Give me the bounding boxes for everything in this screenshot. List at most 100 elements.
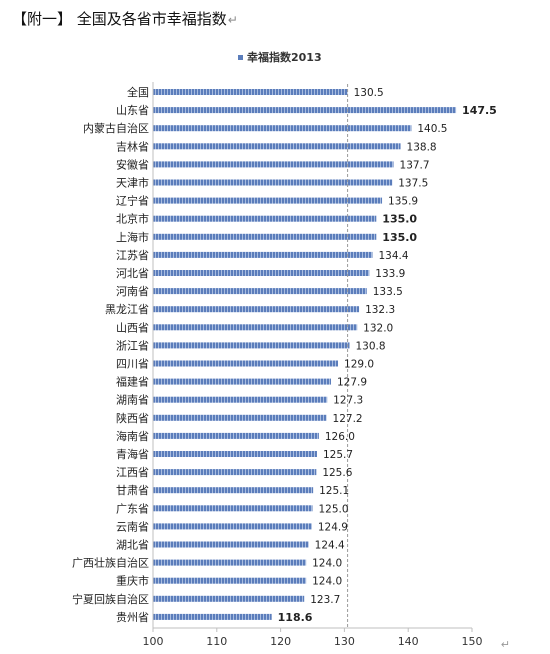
bar (153, 451, 317, 457)
value-label: 138.8 (407, 141, 437, 153)
category-label: 天津市 (116, 176, 149, 190)
bar (153, 107, 457, 114)
bar (153, 360, 339, 367)
bar (153, 487, 314, 494)
category-label: 重庆市 (116, 574, 149, 588)
value-label: 132.3 (365, 304, 395, 316)
value-label: 135.0 (382, 213, 417, 226)
x-tick-label: 120 (270, 635, 291, 648)
bar (153, 179, 393, 186)
category-label: 福建省 (116, 375, 149, 389)
category-label: 北京市 (116, 212, 149, 226)
category-label: 陕西省 (116, 411, 149, 425)
value-label: 130.5 (354, 87, 384, 99)
category-label: 山东省 (116, 104, 149, 117)
x-tick-label: 100 (143, 635, 164, 648)
value-label: 133.5 (373, 286, 403, 298)
bar (153, 595, 305, 602)
value-label: 134.4 (378, 250, 408, 262)
value-label: 127.9 (337, 377, 367, 389)
value-label: 137.7 (400, 159, 430, 171)
bar (153, 613, 272, 620)
value-label: 125.1 (319, 485, 349, 497)
category-label: 安徽省 (116, 157, 149, 171)
value-label: 140.5 (417, 123, 447, 135)
bars-layer (153, 89, 457, 620)
x-axis: 100 110 120 130 140 150 (143, 82, 483, 648)
chart-legend: 幸福指数2013 (238, 50, 322, 64)
bar (153, 414, 327, 421)
category-label: 吉林省 (116, 139, 149, 153)
category-label: 广东省 (116, 502, 149, 515)
value-label: 124.0 (312, 558, 342, 570)
value-label: 127.2 (333, 413, 363, 425)
bar (153, 541, 309, 548)
category-label: 甘肃省 (116, 484, 149, 497)
category-label: 江苏省 (116, 249, 149, 262)
document-title: 【附一】 全国及各省市幸福指数↵ (12, 8, 238, 29)
value-label: 126.0 (325, 431, 355, 443)
bar (153, 469, 317, 476)
value-label: 123.7 (310, 594, 340, 606)
bar (153, 396, 328, 403)
bar (153, 270, 370, 276)
value-label: 124.9 (318, 521, 348, 533)
bar (153, 378, 332, 385)
bar (153, 523, 312, 530)
category-label: 贵州省 (116, 611, 149, 624)
bar (153, 215, 377, 222)
category-label: 广西壮族自治区 (72, 556, 149, 570)
return-mark-icon: ↵ (227, 13, 238, 27)
bar (153, 432, 319, 439)
value-label: 130.8 (356, 340, 386, 352)
value-label: 125.7 (323, 449, 353, 461)
bar (153, 251, 373, 258)
x-tick-label: 130 (334, 635, 355, 648)
bar (153, 577, 307, 584)
bar (153, 233, 377, 240)
category-label: 江西省 (116, 466, 149, 479)
value-label: 127.3 (333, 395, 363, 407)
bar (153, 143, 401, 150)
labels-layer: 全国 130.5 山东省 147.5 内蒙古自治区 140.5 吉林省 138.8 安徽省 137… (72, 85, 497, 624)
bar (153, 306, 360, 313)
bar (153, 288, 367, 295)
category-label: 山西省 (116, 321, 149, 334)
value-label: 135.0 (382, 231, 417, 244)
category-label: 辽宁省 (116, 194, 149, 208)
value-label: 133.9 (375, 268, 405, 280)
category-label: 上海市 (116, 230, 149, 244)
value-label: 147.5 (462, 104, 497, 117)
category-label: 内蒙古自治区 (83, 121, 149, 135)
value-label: 124.4 (315, 540, 345, 552)
category-label: 湖北省 (116, 539, 149, 552)
category-label: 青海省 (116, 447, 149, 461)
category-label: 海南省 (116, 429, 149, 443)
value-label: 132.0 (363, 322, 393, 334)
bar (153, 559, 307, 566)
value-label: 118.6 (278, 611, 313, 624)
x-tick-label: 110 (206, 635, 227, 648)
bar (153, 324, 358, 331)
value-label: 137.5 (398, 178, 428, 190)
category-label: 四川省 (116, 358, 149, 371)
x-tick-label: 150 (462, 635, 483, 648)
value-label: 124.0 (312, 576, 342, 588)
bar (153, 342, 350, 349)
return-mark-icon-bottom: ↵ (500, 638, 510, 651)
category-label: 全国 (127, 85, 149, 99)
legend-swatch (238, 55, 243, 60)
bar (153, 125, 412, 132)
category-label: 河南省 (116, 285, 149, 298)
category-label: 黑龙江省 (105, 303, 149, 316)
bar (153, 89, 348, 95)
bar (153, 197, 383, 204)
value-label: 129.0 (344, 359, 374, 371)
legend-label: 幸福指数2013 (247, 50, 322, 64)
bar (153, 505, 313, 512)
category-label: 云南省 (116, 520, 149, 533)
x-tick-label: 140 (398, 635, 419, 648)
category-label: 河北省 (116, 267, 149, 280)
category-label: 浙江省 (116, 339, 149, 352)
